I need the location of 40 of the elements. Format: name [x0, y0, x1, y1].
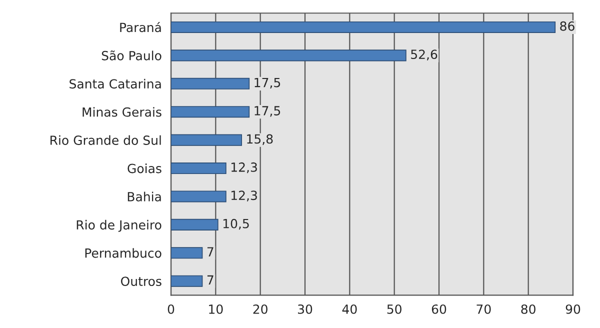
bar — [171, 218, 218, 230]
data-label: 15,8 — [247, 134, 273, 145]
x-tick-label: 30 — [298, 304, 312, 314]
y-tick-label: Rio Grande do Sul — [50, 135, 161, 145]
y-tick-label: Pernambuco — [85, 248, 162, 258]
y-tick-label: Santa Catarina — [70, 78, 161, 89]
x-tick-label: 70 — [476, 304, 491, 314]
y-tick-label: Rio de Janeiro — [76, 220, 162, 232]
y-tick-label: Paraná — [120, 22, 161, 32]
bar — [171, 134, 242, 146]
x-tick-label: 80 — [521, 304, 536, 314]
bar — [171, 78, 250, 90]
bar — [171, 21, 556, 34]
data-label: 7 — [207, 247, 214, 256]
data-label: 12,3 — [231, 162, 257, 174]
bar — [171, 106, 250, 118]
y-tick-label: São Paulo — [102, 50, 162, 60]
bar — [171, 190, 226, 202]
data-label: 52,6 — [411, 50, 438, 60]
x-tick-label: 20 — [253, 304, 268, 314]
y-tick-label: Outros — [120, 276, 162, 286]
bar — [171, 50, 406, 62]
data-label: 17,5 — [254, 78, 280, 89]
x-tick-label: 0 — [168, 304, 174, 314]
x-tick-label: 90 — [566, 304, 580, 314]
bar — [171, 162, 226, 174]
y-tick-label: Goias — [128, 164, 162, 174]
data-label: 10,5 — [223, 218, 249, 230]
x-tick-label: 50 — [387, 304, 402, 314]
data-label: 12,3 — [231, 190, 257, 202]
bar — [171, 247, 203, 259]
x-tick-label: 10 — [209, 304, 223, 314]
data-label: 17,5 — [254, 106, 280, 117]
data-label: 7 — [207, 275, 214, 285]
y-tick-label: Bahia — [128, 192, 161, 202]
bar — [171, 275, 203, 287]
y-tick-label: Minas Gerais — [82, 107, 162, 117]
x-tick-label: 40 — [342, 304, 357, 314]
x-tick-label: 60 — [432, 304, 446, 314]
data-label: 86 — [560, 21, 574, 31]
